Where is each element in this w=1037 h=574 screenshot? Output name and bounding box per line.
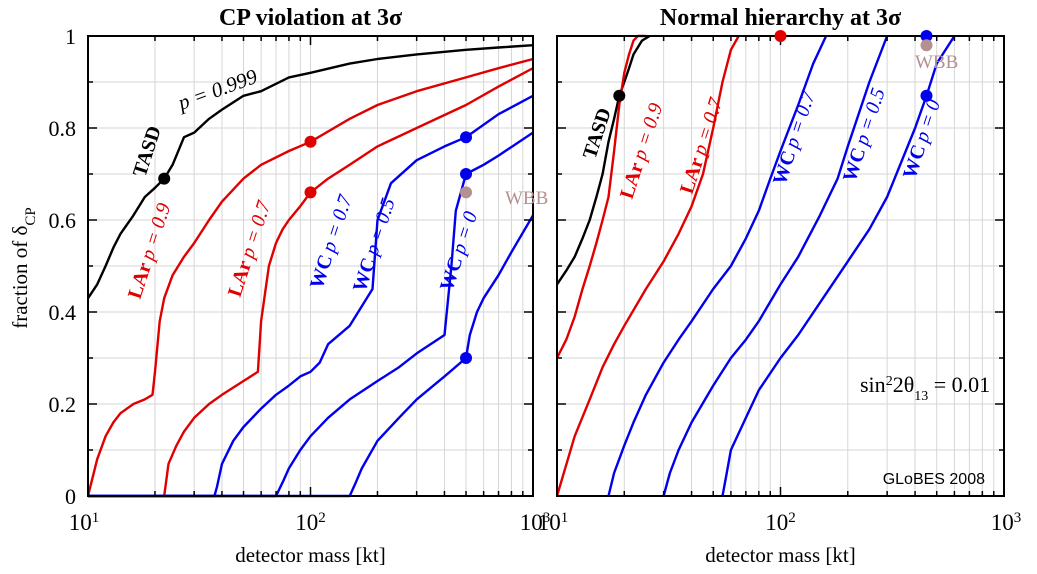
series-line (88, 44, 533, 299)
wbb-label: WBB (915, 52, 958, 73)
x-tick-label-base: 10 (69, 510, 92, 535)
series-line (557, 34, 651, 286)
series-label: LArp = 0.7 (224, 197, 276, 299)
x-tick-label-exp: 1 (561, 510, 569, 526)
y-axis-label: fraction of δCP (8, 207, 39, 329)
series-marker (920, 89, 933, 102)
series-marker (460, 352, 473, 364)
series-label-name: WC (769, 148, 801, 188)
series-line (163, 67, 533, 497)
series-label: WCp = 0 (436, 209, 482, 294)
panel-title: CP violation at 3σ (219, 5, 402, 31)
y-tick-label: 0.8 (49, 116, 77, 141)
series-marker (774, 30, 787, 42)
x-tick-label-exp: 3 (543, 510, 551, 526)
x-tick-label: 103 (991, 510, 1022, 535)
series-label-name: LAr (224, 258, 256, 300)
series-label: WCp = 0.7 (769, 88, 820, 188)
x-tick-label-base: 10 (295, 510, 318, 535)
series-label-p: p = 0.7 (236, 197, 276, 262)
series-label: WCp = 0.5 (839, 86, 890, 185)
grid (88, 35, 533, 496)
series-marker (613, 89, 626, 102)
series-label-name: TASD (129, 123, 166, 179)
series-label-p: p = 0.7 (317, 192, 357, 257)
globes-credit: GLoBES 2008 (883, 471, 985, 488)
series-label: LArp = 0.7 (676, 94, 728, 196)
series-marker (460, 168, 473, 180)
series-label: WCp = 0.7 (306, 192, 357, 292)
x-tick-label: 103 (520, 510, 551, 535)
series-line (88, 94, 533, 498)
series-label-name: WC (839, 145, 871, 185)
wbb-label: WBB (505, 188, 548, 209)
wbb-marker (460, 186, 473, 199)
x-tick-label: 102 (295, 510, 326, 535)
series-label-p: p = 0 (447, 209, 482, 259)
series-label-name: WC (899, 142, 931, 182)
series-marker (460, 131, 473, 144)
x-tick-label-base: 10 (538, 510, 561, 535)
x-tick-label: 101 (69, 510, 100, 535)
x-axis-label: detector mass [kt] (235, 543, 385, 567)
theta-annotation: sin22θ13 = 0.01 (860, 372, 990, 404)
x-tick-label-exp: 3 (1014, 510, 1022, 526)
panel-title: Normal hierarchy at 3σ (660, 5, 901, 31)
annotation-sup: 2 (886, 374, 893, 389)
series-label: WCp = 0 (899, 97, 945, 182)
axis-ticks (88, 35, 533, 497)
series-label-p: p = 0.9 (628, 100, 668, 164)
series-label-p: p = 0.5 (360, 196, 400, 260)
x-tick-label-exp: 2 (788, 510, 796, 526)
x-tick-label-exp: 1 (92, 510, 100, 526)
y-axis-label-main: fraction of δ (8, 225, 32, 328)
x-tick-label-exp: 2 (318, 510, 326, 526)
wbb-marker (920, 39, 933, 52)
axis-ticks (557, 35, 1004, 497)
y-tick-label: 0.6 (49, 208, 77, 233)
series-line (88, 214, 533, 498)
series-marker (158, 172, 171, 185)
y-tick-label: 0 (65, 484, 76, 509)
series-label: TASD (129, 123, 166, 179)
y-axis-label-sub: CP (23, 207, 39, 225)
y-tick-label: 1 (65, 24, 76, 49)
tasd-p-label: p = 0.999 (173, 64, 261, 116)
series-marker (304, 135, 317, 148)
series-line (662, 35, 889, 497)
y-tick-label: 0.2 (49, 392, 77, 417)
y-tick-label: 0.4 (49, 300, 77, 325)
series-label-name: LAr (676, 155, 708, 197)
series-line (88, 57, 533, 497)
annotation-rest: = 0.01 (928, 372, 990, 397)
series-label-p: p = 0.7 (688, 94, 728, 159)
series-line (607, 35, 828, 497)
series-marker (920, 30, 933, 42)
series-line (557, 35, 740, 497)
series-line (557, 34, 646, 359)
series-label-name: WC (349, 255, 381, 295)
x-axis-label: detector mass [kt] (705, 543, 855, 567)
x-tick-label-base: 10 (991, 510, 1014, 535)
grid (557, 35, 1004, 496)
series-label: WCp = 0.5 (349, 196, 400, 295)
annotation-sub: 13 (914, 389, 928, 404)
series-label-p: p = 0.7 (780, 88, 820, 153)
series-label-name: LAr (616, 160, 648, 202)
annotation-mid: 2θ (893, 372, 915, 397)
series-line (721, 35, 956, 497)
annotation-sin: sin (860, 372, 886, 397)
series-label-p: p = 0.5 (850, 86, 890, 150)
x-tick-label-base: 10 (765, 510, 788, 535)
series-label-p: p = 0.9 (136, 200, 176, 264)
x-tick-label: 101 (538, 510, 569, 535)
series-label-name: WC (436, 254, 468, 294)
series-marker (304, 186, 317, 199)
x-tick-label: 102 (765, 510, 796, 535)
series-label: LArp = 0.9 (616, 100, 668, 201)
x-tick-label-base: 10 (520, 510, 543, 535)
